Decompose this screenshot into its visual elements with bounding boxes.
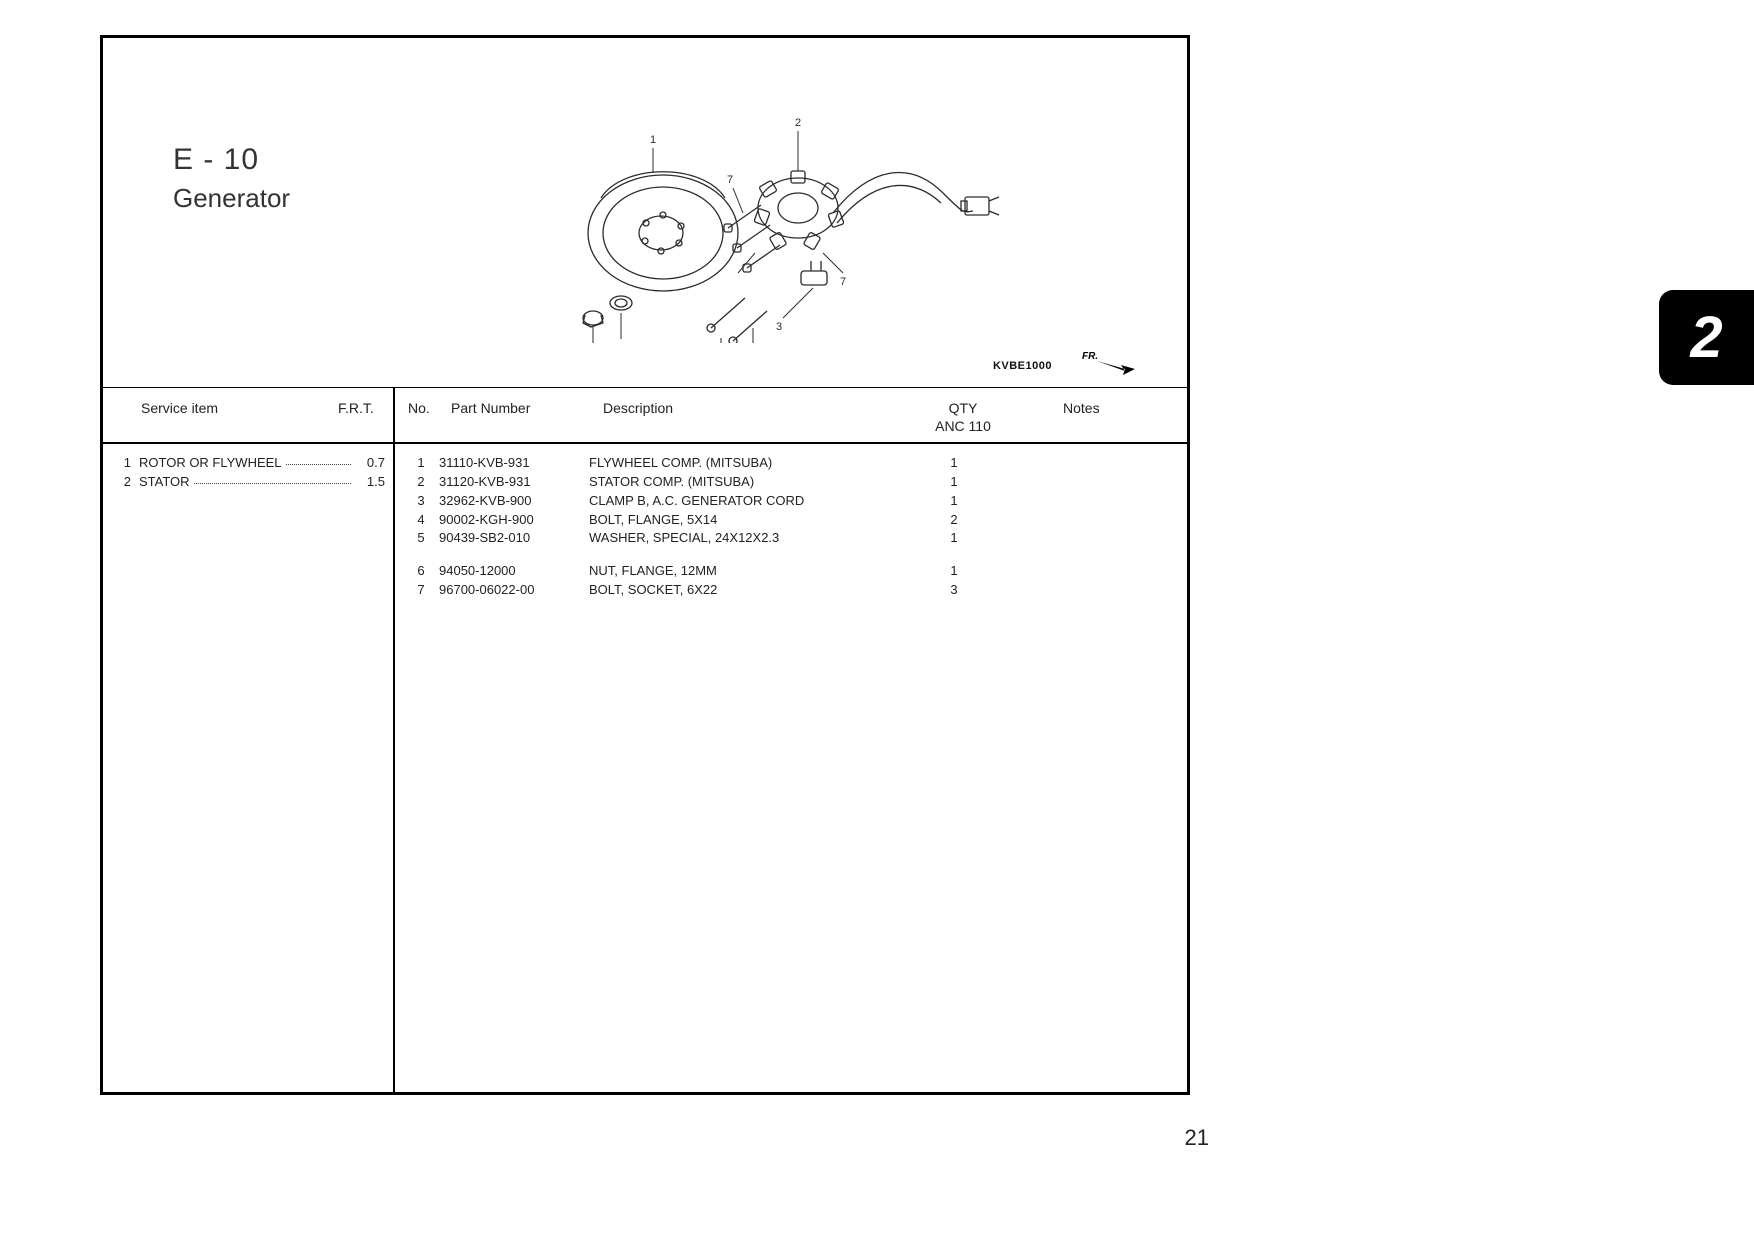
exploded-diagram: 1 2 3 4 4 5 6 7 7 — [493, 93, 1013, 343]
part-row: 332962-KVB-900CLAMP B, A.C. GENERATOR CO… — [403, 492, 1173, 511]
service-item-frt: 1.5 — [355, 473, 385, 492]
svg-text:7: 7 — [840, 276, 846, 288]
header-frt: F.R.T. — [338, 400, 374, 416]
parts-table: Service item F.R.T. No. Part Number Desc… — [103, 388, 1187, 1094]
header-qty-line2: ANC 110 — [935, 418, 991, 434]
part-no: 2 — [403, 473, 439, 492]
part-number: 96700-06022-00 — [439, 581, 589, 600]
page-number: 21 — [1185, 1125, 1209, 1151]
part-number: 94050-12000 — [439, 562, 589, 581]
service-item-frt: 0.7 — [355, 454, 385, 473]
page-frame: E - 10 Generator — [100, 35, 1190, 1095]
part-number: 90002-KGH-900 — [439, 511, 589, 530]
section-code: E - 10 — [173, 143, 259, 177]
part-qty: 1 — [919, 562, 989, 581]
part-notes — [989, 511, 1173, 530]
service-item-no: 2 — [115, 473, 131, 492]
parts-list: 131110-KVB-931FLYWHEEL COMP. (MITSUBA)12… — [403, 454, 1173, 614]
service-item-no: 1 — [115, 454, 131, 473]
part-row: 796700-06022-00BOLT, SOCKET, 6X223 — [403, 581, 1173, 600]
part-description: BOLT, FLANGE, 5X14 — [589, 511, 919, 530]
column-divider — [393, 388, 395, 1094]
part-notes — [989, 581, 1173, 600]
part-description: STATOR COMP. (MITSUBA) — [589, 473, 919, 492]
header-qty: QTY ANC 110 — [923, 400, 1003, 435]
part-notes — [989, 473, 1173, 492]
header-no: No. — [408, 400, 430, 416]
parts-group: 694050-12000NUT, FLANGE, 12MM1796700-060… — [403, 562, 1173, 600]
service-items-list: 1ROTOR OR FLYWHEEL0.72STATOR1.5 — [115, 454, 385, 492]
diagram-ref-code: KVBE1000 — [993, 360, 1052, 372]
svg-text:FR.: FR. — [1082, 351, 1098, 362]
part-number: 31120-KVB-931 — [439, 473, 589, 492]
part-row: 590439-SB2-010WASHER, SPECIAL, 24X12X2.3… — [403, 529, 1173, 548]
part-no: 1 — [403, 454, 439, 473]
part-row: 694050-12000NUT, FLANGE, 12MM1 — [403, 562, 1173, 581]
part-number: 90439-SB2-010 — [439, 529, 589, 548]
part-description: FLYWHEEL COMP. (MITSUBA) — [589, 454, 919, 473]
chapter-tab: 2 — [1659, 290, 1754, 385]
part-notes — [989, 492, 1173, 511]
part-notes — [989, 454, 1173, 473]
service-item-name: STATOR — [139, 473, 190, 492]
part-row: 490002-KGH-900BOLT, FLANGE, 5X142 — [403, 511, 1173, 530]
parts-group: 131110-KVB-931FLYWHEEL COMP. (MITSUBA)12… — [403, 454, 1173, 548]
header-part-number: Part Number — [451, 400, 530, 416]
part-qty: 2 — [919, 511, 989, 530]
header-divider — [103, 442, 1187, 444]
part-notes — [989, 562, 1173, 581]
part-no: 5 — [403, 529, 439, 548]
part-qty: 1 — [919, 454, 989, 473]
header-notes: Notes — [1063, 400, 1100, 416]
part-qty: 3 — [919, 581, 989, 600]
svg-text:3: 3 — [776, 321, 782, 333]
svg-text:1: 1 — [650, 134, 656, 146]
part-number: 32962-KVB-900 — [439, 492, 589, 511]
part-row: 131110-KVB-931FLYWHEEL COMP. (MITSUBA)1 — [403, 454, 1173, 473]
part-description: CLAMP B, A.C. GENERATOR CORD — [589, 492, 919, 511]
header-description: Description — [603, 400, 673, 416]
part-description: BOLT, SOCKET, 6X22 — [589, 581, 919, 600]
fr-arrow-icon: FR. — [1077, 347, 1137, 377]
service-item-row: 2 STATOR 1.5 — [115, 473, 385, 492]
part-notes — [989, 529, 1173, 548]
svg-text:7: 7 — [727, 174, 733, 186]
header-service-item: Service item — [141, 400, 218, 416]
part-qty: 1 — [919, 473, 989, 492]
part-no: 4 — [403, 511, 439, 530]
part-description: NUT, FLANGE, 12MM — [589, 562, 919, 581]
part-qty: 1 — [919, 529, 989, 548]
leader-dots — [194, 469, 351, 484]
svg-text:2: 2 — [795, 117, 801, 129]
header-qty-line1: QTY — [949, 400, 978, 416]
part-qty: 1 — [919, 492, 989, 511]
part-no: 6 — [403, 562, 439, 581]
part-number: 31110-KVB-931 — [439, 454, 589, 473]
part-no: 3 — [403, 492, 439, 511]
part-no: 7 — [403, 581, 439, 600]
svg-text:5: 5 — [618, 342, 624, 343]
part-row: 231120-KVB-931STATOR COMP. (MITSUBA)1 — [403, 473, 1173, 492]
part-description: WASHER, SPECIAL, 24X12X2.3 — [589, 529, 919, 548]
leader-dots — [286, 450, 351, 465]
diagram-panel: E - 10 Generator — [103, 38, 1187, 388]
section-title: Generator — [173, 183, 290, 214]
